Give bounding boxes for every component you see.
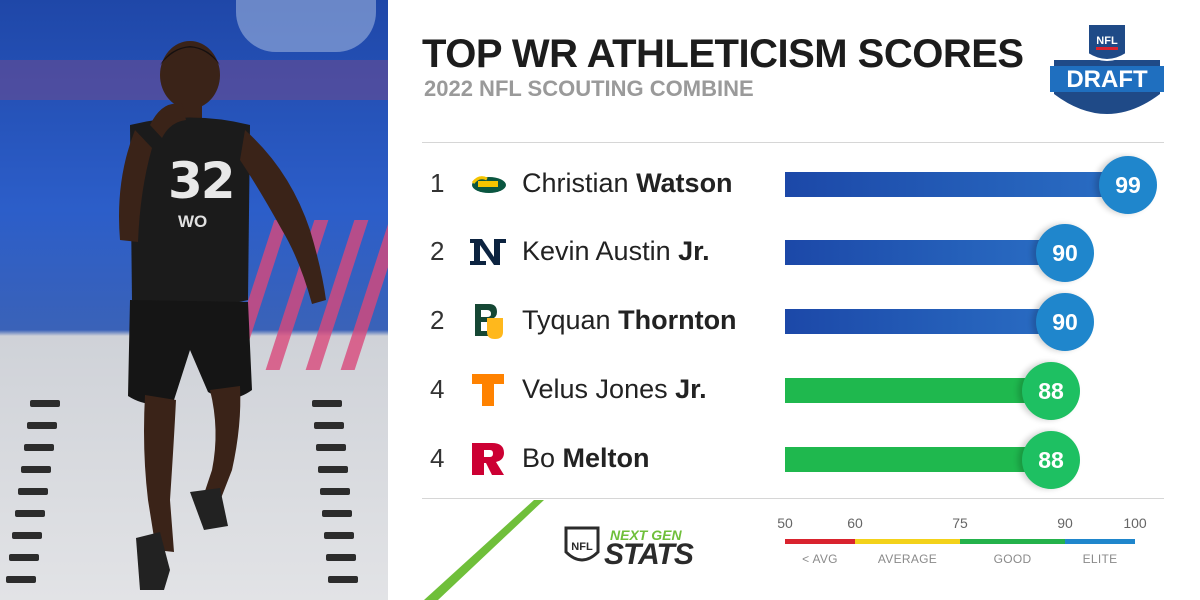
player-first-name: Bo bbox=[522, 443, 556, 473]
lane-marker bbox=[328, 576, 358, 583]
player-last-name: Watson bbox=[636, 168, 733, 198]
player-name: Bo Melton bbox=[522, 443, 650, 474]
player-last-name: Jr. bbox=[678, 236, 710, 266]
scale-category-label: AVERAGE bbox=[877, 552, 938, 566]
player-name: Tyquan Thornton bbox=[522, 305, 737, 336]
lane-marker bbox=[12, 532, 42, 539]
player-first-name: Kevin Austin bbox=[522, 236, 671, 266]
scale-segment bbox=[855, 539, 960, 544]
stats-label: STATS bbox=[604, 538, 694, 571]
lane-marker bbox=[27, 422, 57, 429]
score-badge: 99 bbox=[1099, 156, 1157, 214]
top-divider bbox=[422, 142, 1164, 143]
lane-marker bbox=[6, 576, 36, 583]
jersey-label: WO bbox=[178, 212, 208, 231]
player-row: 2 Tyquan Thornton 90 bbox=[422, 293, 1182, 351]
scale-category-label: < AVG bbox=[802, 552, 838, 566]
player-row: 2 Kevin Austin Jr. 90 bbox=[422, 224, 1182, 282]
player-last-name: Jr. bbox=[675, 374, 707, 404]
player-first-name: Christian bbox=[522, 168, 629, 198]
score-bar bbox=[785, 447, 1051, 472]
player-name: Velus Jones Jr. bbox=[522, 374, 707, 405]
lane-marker bbox=[18, 488, 48, 495]
green-slash-graphic bbox=[424, 500, 544, 600]
draft-logo-text: DRAFT bbox=[1066, 66, 1148, 93]
next-gen-label: NEXT GEN bbox=[610, 527, 682, 543]
lane-marker bbox=[312, 400, 342, 407]
player-photo: 32 WO bbox=[0, 0, 388, 600]
bottom-divider bbox=[422, 498, 1164, 499]
runner-silhouette bbox=[119, 41, 326, 590]
scale-segment bbox=[1065, 539, 1135, 544]
player-first-name: Tyquan bbox=[522, 305, 611, 335]
scale-tick-label: 50 bbox=[777, 515, 793, 531]
scale-tick-label: 60 bbox=[847, 515, 863, 531]
jersey-number: 32 bbox=[168, 152, 236, 210]
scale-category-label: ELITE bbox=[1082, 552, 1118, 566]
scale-tick-label: 90 bbox=[1057, 515, 1073, 531]
lane-marker bbox=[15, 510, 45, 517]
nfl-shield-icon: NFL bbox=[564, 526, 600, 562]
lane-marker bbox=[326, 554, 356, 561]
score-badge: 90 bbox=[1036, 224, 1094, 282]
player-rank: 1 bbox=[430, 168, 445, 198]
chart-title: TOP WR ATHLETICISM SCORES bbox=[422, 32, 1024, 76]
score-bar bbox=[785, 172, 1128, 197]
lane-marker bbox=[320, 488, 350, 495]
lane-marker bbox=[24, 444, 54, 451]
player-row: 4 Velus Jones Jr. 88 bbox=[422, 362, 1182, 420]
lane-marker bbox=[9, 554, 39, 561]
player-rank: 4 bbox=[430, 374, 445, 404]
player-name: Kevin Austin Jr. bbox=[522, 236, 710, 267]
scale-category-label: GOOD bbox=[993, 552, 1032, 566]
lane-marker bbox=[314, 422, 344, 429]
notre-dame-nd-logo bbox=[468, 232, 508, 272]
player-first-name: Velus Jones bbox=[522, 374, 668, 404]
lane-marker bbox=[324, 532, 354, 539]
baylor-bu-logo bbox=[468, 301, 508, 341]
score-bar bbox=[785, 378, 1051, 403]
lane-marker bbox=[30, 400, 60, 407]
background-draft-shield bbox=[236, 0, 376, 52]
score-bar bbox=[785, 309, 1065, 334]
lane-marker bbox=[322, 510, 352, 517]
lane-marker bbox=[21, 466, 51, 473]
lane-marker bbox=[318, 466, 348, 473]
player-name: Christian Watson bbox=[522, 168, 733, 199]
scale-segment bbox=[785, 539, 855, 544]
scale-tick-label: 75 bbox=[952, 515, 968, 531]
score-badge: 90 bbox=[1036, 293, 1094, 351]
scale-tick-label: 100 bbox=[1123, 515, 1147, 531]
player-row: 4 Bo Melton 88 bbox=[422, 431, 1182, 489]
score-bar bbox=[785, 240, 1065, 265]
ndsu-bison-logo bbox=[468, 164, 508, 204]
nfl-draft-logo: NFL DRAFT bbox=[1050, 23, 1164, 114]
score-badge: 88 bbox=[1022, 362, 1080, 420]
player-last-name: Thornton bbox=[618, 305, 737, 335]
player-last-name: Melton bbox=[562, 443, 650, 473]
rutgers-r-logo bbox=[468, 439, 508, 479]
tennessee-t-logo bbox=[468, 370, 508, 410]
player-row: 1 Christian Watson 99 bbox=[422, 156, 1182, 214]
lane-marker bbox=[316, 444, 346, 451]
nfl-logo-text: NFL bbox=[1096, 35, 1118, 47]
player-rank: 2 bbox=[430, 305, 445, 335]
scale-segment bbox=[960, 539, 1065, 544]
player-rank: 2 bbox=[430, 236, 445, 266]
score-badge: 88 bbox=[1022, 431, 1080, 489]
player-rank: 4 bbox=[430, 443, 445, 473]
nfl-shield-text: NFL bbox=[571, 541, 593, 553]
chart-subtitle: 2022 NFL SCOUTING COMBINE bbox=[424, 76, 754, 101]
